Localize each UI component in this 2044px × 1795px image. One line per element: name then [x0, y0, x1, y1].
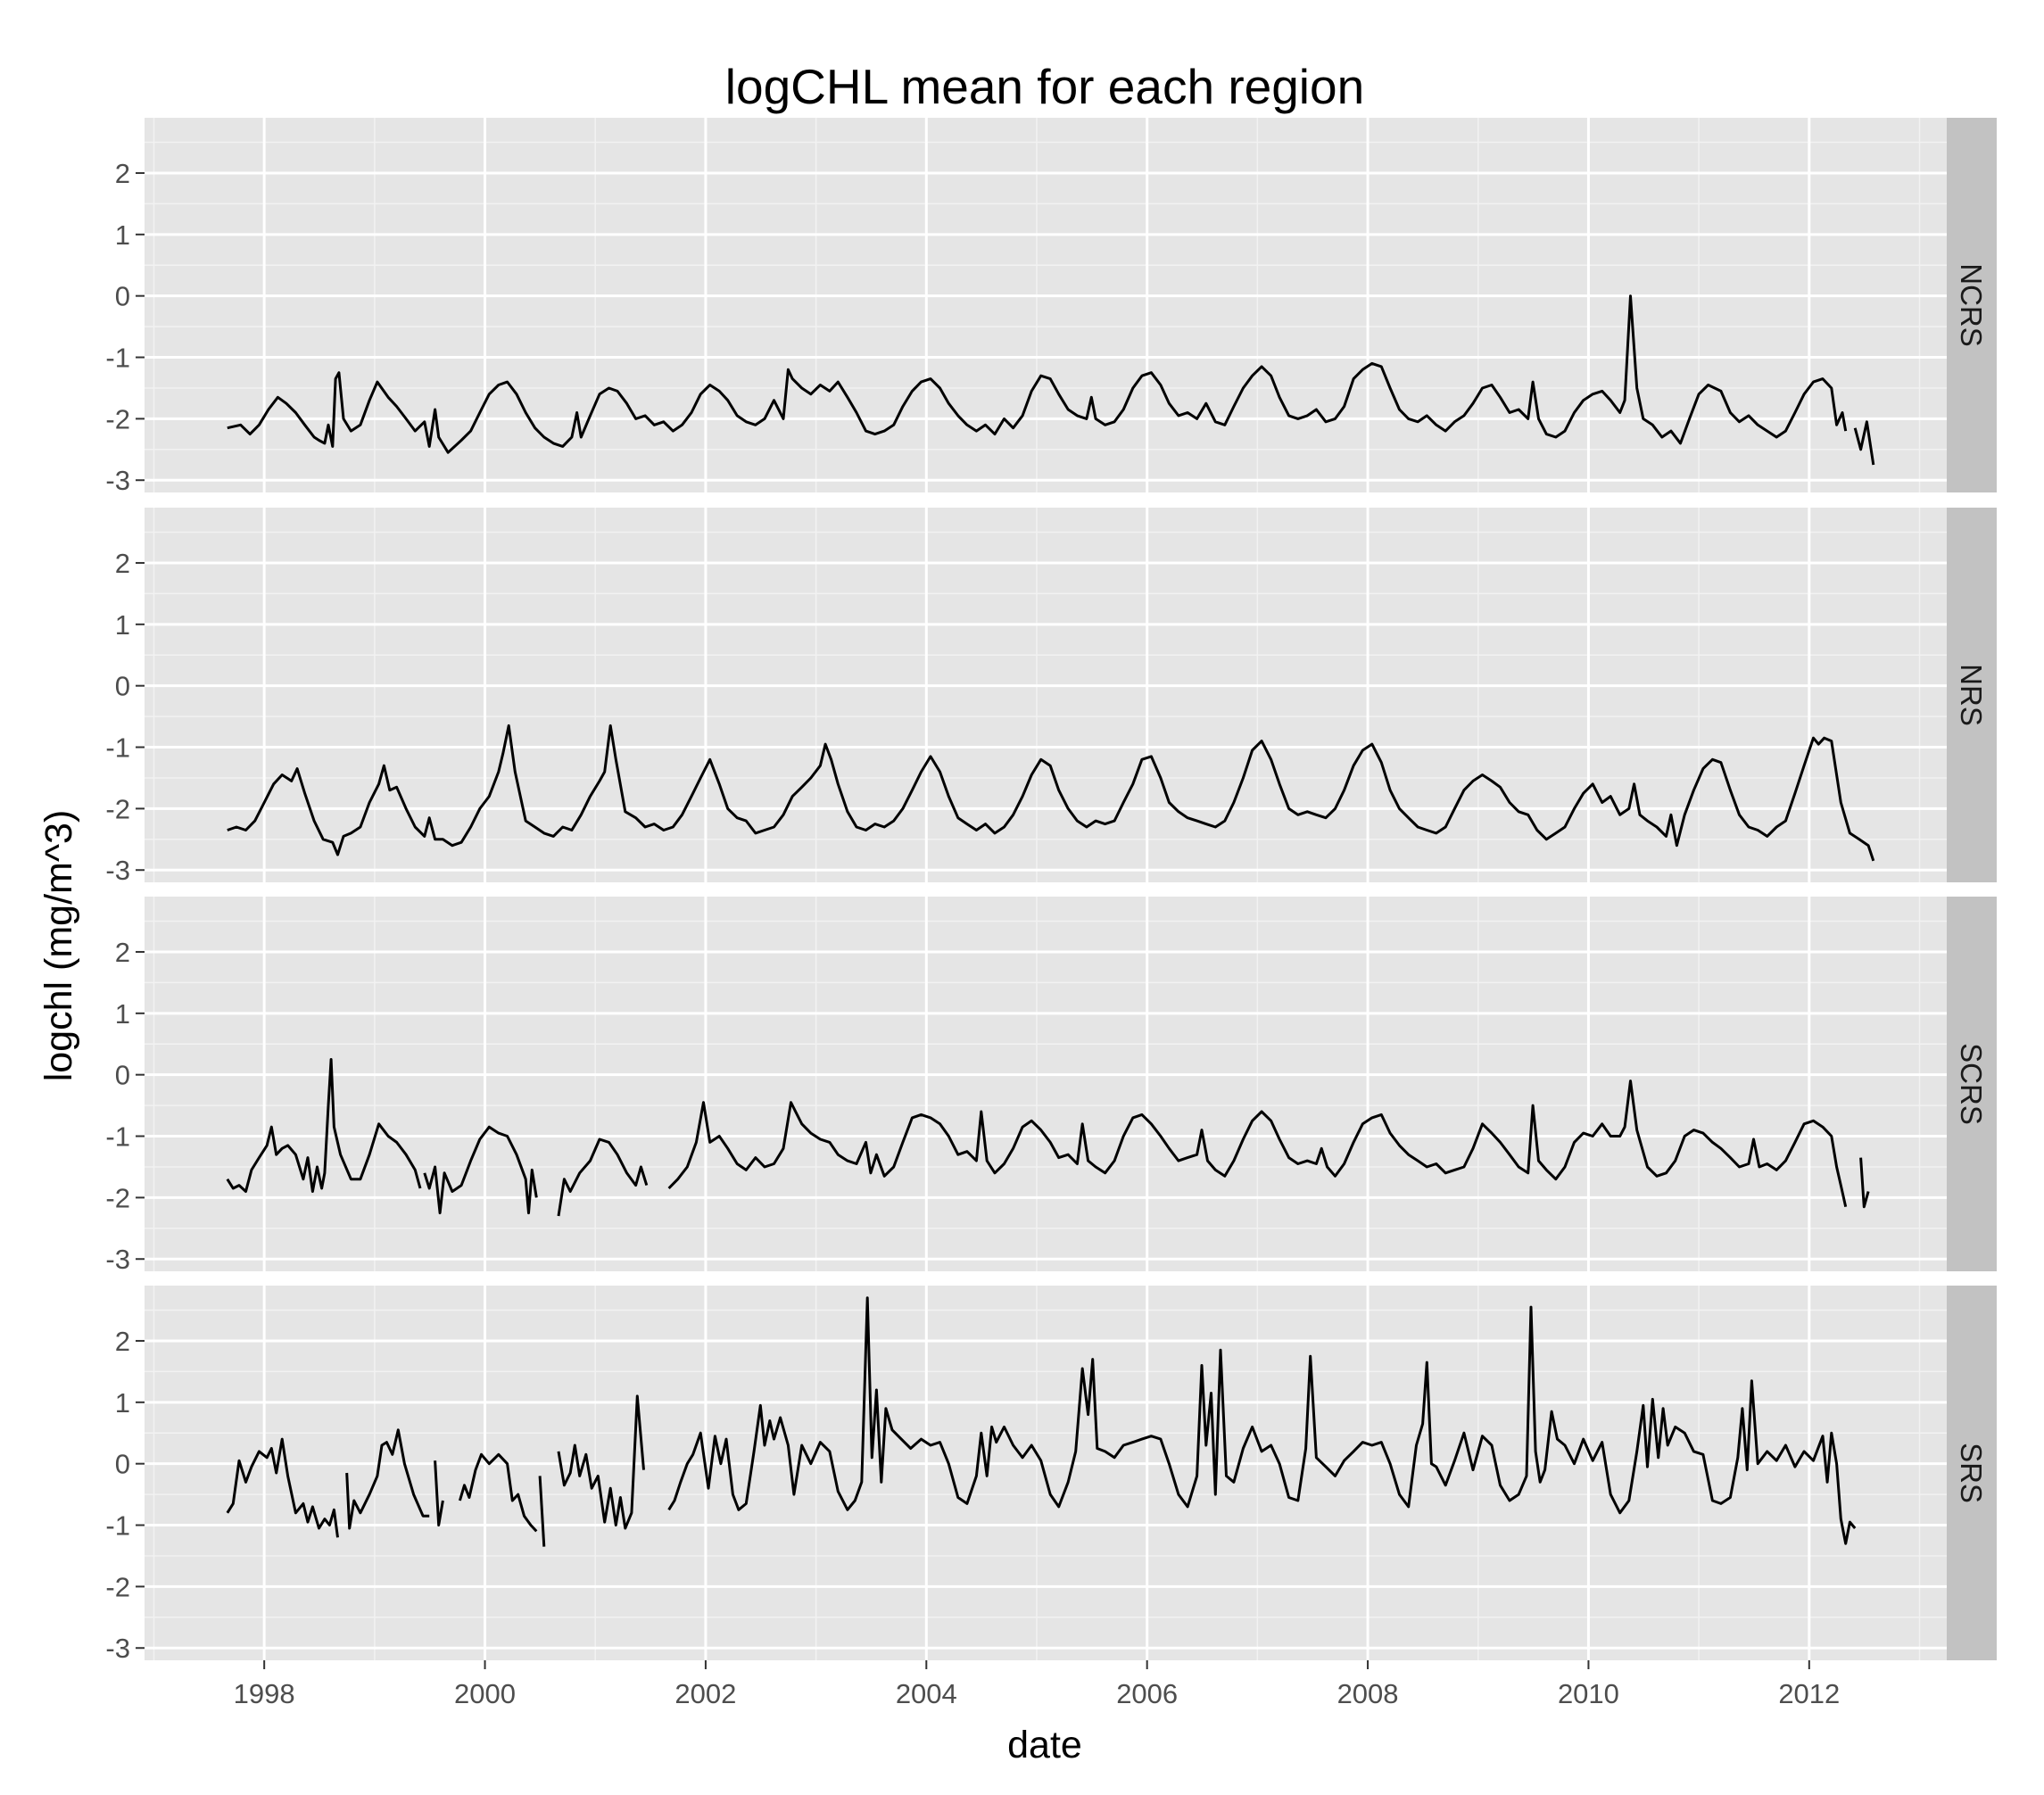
y-tick-label: -2: [105, 793, 130, 824]
facet-strip-label: NRS: [1955, 664, 1988, 726]
facet-strip-label: SRS: [1955, 1443, 1988, 1503]
series-line-scrs: [1859, 1157, 1870, 1209]
y-tick-label: 1: [115, 219, 130, 251]
y-tick-label: 1: [115, 1387, 130, 1419]
series-line-srs: [557, 1394, 645, 1530]
y-tick-label: 0: [115, 1060, 130, 1091]
facet-strip: [1947, 118, 1997, 492]
x-tick-label: 2012: [1778, 1678, 1840, 1709]
y-tick-label: 1: [115, 609, 130, 641]
facet-strip-label: SCRS: [1955, 1043, 1988, 1125]
y-tick-label: -3: [105, 465, 130, 496]
y-tick-label: -1: [105, 732, 130, 764]
y-tick-label: 0: [115, 671, 130, 702]
x-tick-label: 2000: [454, 1678, 516, 1709]
facet-panel-ncrs: 2 1 0 -1 -2 -3 NCRS: [105, 118, 1997, 496]
y-tick-label: -2: [105, 1182, 130, 1213]
series-line-srs: [226, 1437, 339, 1538]
y-tick-label: -3: [105, 855, 130, 886]
facet-panel-srs: 2 1 0 -1 -2 -3 SRS: [105, 1286, 1997, 1664]
y-tick-label: -1: [105, 1121, 130, 1153]
x-tick-label: 2006: [1116, 1678, 1178, 1709]
facet-strip: [1947, 897, 1997, 1271]
facet-strip-label: NCRS: [1955, 263, 1988, 347]
series-line-ncrs: [227, 294, 1848, 454]
x-tick-label: 2002: [674, 1678, 736, 1709]
series-line-scrs: [557, 1137, 649, 1217]
series-line-srs: [538, 1476, 546, 1547]
y-tick-label: 0: [115, 1449, 130, 1480]
y-tick-label: -3: [105, 1633, 130, 1664]
facet-panel-scrs: 2 1 0 -1 -2 -3 SCRS: [105, 897, 1997, 1275]
facet-panel-nrs: 2 1 0 -1 -2 -3 NRS: [105, 508, 1997, 886]
series-line-ncrs: [1853, 420, 1875, 466]
series-line-srs: [345, 1428, 430, 1530]
x-tick-label: 2004: [896, 1678, 957, 1709]
x-tick-label: 2008: [1337, 1678, 1399, 1709]
y-tick-label: -2: [105, 1571, 130, 1602]
panel-background: [145, 897, 1947, 1271]
series-line-srs: [434, 1460, 444, 1526]
y-tick-label: 0: [115, 281, 130, 312]
y-tick-label: -3: [105, 1244, 130, 1275]
x-tick-label: 1998: [234, 1678, 295, 1709]
series-line-srs: [667, 1296, 1857, 1545]
series-line-srs: [458, 1452, 538, 1533]
chart-title: logCHL mean for each region: [725, 59, 1364, 114]
series-line-scrs: [423, 1125, 538, 1215]
y-tick-label: 2: [115, 548, 130, 579]
panel-background: [145, 118, 1947, 492]
y-tick-label: -2: [105, 403, 130, 434]
x-tick-label: 2010: [1558, 1678, 1619, 1709]
series-line-scrs: [667, 1079, 1848, 1208]
y-tick-label: 2: [115, 1326, 130, 1357]
y-tick-label: 1: [115, 998, 130, 1030]
y-tick-label: 2: [115, 937, 130, 968]
series-line-nrs: [227, 724, 1875, 862]
facet-panels: 2 1 0 -1 -2 -3 NCRS 2 1 0 -1 -2 -3 NRS 2 1 0 -1 -2 -3 SCRS 2 1…: [105, 118, 1997, 1664]
y-tick-label: 2: [115, 158, 130, 189]
series-line-scrs: [226, 1058, 422, 1193]
y-axis-title: logchl (mg/m^3): [37, 810, 80, 1082]
x-axis: 1998 2000 2002 2004 2006 2008 2010 2012: [234, 1660, 1840, 1709]
y-tick-label: -1: [105, 343, 130, 374]
facet-strip: [1947, 508, 1997, 882]
x-axis-title: date: [1007, 1724, 1082, 1766]
y-tick-label: -1: [105, 1510, 130, 1542]
facet-strip: [1947, 1286, 1997, 1660]
